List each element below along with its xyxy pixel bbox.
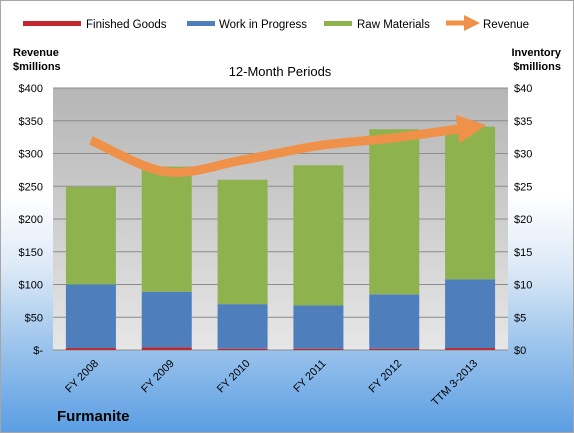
- right-axis-title-line2: $millions: [513, 61, 561, 73]
- legend-item-finished-goods: Finished Goods: [23, 19, 167, 31]
- bar-finished-goods: [141, 347, 192, 350]
- right-tick-label: $20: [514, 214, 532, 226]
- left-tick-label: $-: [33, 345, 43, 357]
- x-tick-label: FY 2010: [215, 358, 253, 396]
- right-tick-label: $15: [514, 247, 532, 259]
- right-tick-label: $0: [514, 345, 526, 357]
- bar-finished-goods: [65, 348, 116, 350]
- right-tick-label: $30: [514, 149, 532, 161]
- bar-work-in-progress: [217, 304, 268, 349]
- right-tick-label: $10: [514, 280, 532, 292]
- bar-raw-materials: [217, 179, 268, 305]
- right-tick-label: $40: [514, 83, 532, 95]
- bar-raw-materials: [369, 129, 420, 295]
- left-axis-title-line2: $millions: [13, 61, 61, 73]
- bar-finished-goods: [445, 348, 496, 350]
- bar-raw-materials: [141, 166, 192, 292]
- left-axis-title-line1: Revenue: [13, 47, 59, 59]
- legend: Finished Goods Work in Progress Raw Mate…: [23, 14, 529, 31]
- right-tick-label: $5: [514, 312, 526, 324]
- legend-swatch-finished-goods: [23, 21, 81, 26]
- left-tick-label: $150: [19, 247, 43, 259]
- company-name: Furmanite: [57, 408, 130, 425]
- bar-work-in-progress: [65, 284, 116, 349]
- x-tick-label: FY 2008: [63, 358, 101, 396]
- legend-item-raw-materials: Raw Materials: [324, 19, 430, 31]
- bar-raw-materials: [65, 186, 116, 285]
- bar-work-in-progress: [293, 305, 344, 349]
- chart-title: 12-Month Periods: [229, 64, 332, 79]
- left-tick-label: $400: [19, 83, 43, 95]
- x-tick-label: FY 2009: [139, 358, 177, 396]
- bar-finished-goods: [369, 348, 420, 350]
- x-axis-labels: FY 2008 FY 2009 FY 2010 FY 2011 FY 2012 TTM 3…: [63, 358, 480, 409]
- legend-item-work-in-progress: Work in Progress: [187, 19, 307, 31]
- x-tick-label: FY 2012: [367, 358, 405, 396]
- left-tick-label: $350: [19, 116, 43, 128]
- right-axis-title-line1: Inventory: [511, 47, 561, 59]
- bar-finished-goods: [217, 348, 268, 350]
- bar-raw-materials: [293, 165, 344, 306]
- inventory-bars: [65, 126, 496, 350]
- x-tick-label: TTM 3-2013: [429, 358, 480, 409]
- legend-item-revenue: Revenue: [446, 14, 529, 31]
- x-tick-label: FY 2011: [291, 358, 328, 395]
- revenue-line: [89, 114, 487, 177]
- bar-work-in-progress: [445, 279, 496, 349]
- left-tick-label: $100: [19, 280, 43, 292]
- right-tick-label: $35: [514, 116, 532, 128]
- right-tick-label: $25: [514, 181, 532, 193]
- legend-label-work-in-progress: Work in Progress: [219, 19, 307, 31]
- bar-raw-materials: [445, 126, 496, 280]
- right-axis-ticks: $0 $5 $10 $15 $20 $25 $30 $35 $40: [514, 83, 532, 357]
- legend-swatch-work-in-progress: [187, 21, 215, 26]
- legend-label-revenue: Revenue: [483, 19, 529, 31]
- bar-finished-goods: [293, 348, 344, 350]
- revenue-series: [89, 114, 487, 177]
- bar-work-in-progress: [141, 291, 192, 348]
- legend-swatch-raw-materials: [324, 21, 352, 26]
- left-axis-ticks: $- $50 $100 $150 $200 $250 $300 $350 $400: [19, 83, 44, 357]
- left-tick-label: $300: [19, 149, 43, 161]
- legend-label-raw-materials: Raw Materials: [357, 19, 430, 31]
- left-tick-label: $200: [19, 214, 43, 226]
- left-tick-label: $250: [19, 181, 43, 193]
- left-tick-label: $50: [25, 312, 43, 324]
- legend-label-finished-goods: Finished Goods: [86, 19, 167, 31]
- bar-work-in-progress: [369, 294, 420, 349]
- gridlines: [53, 87, 508, 351]
